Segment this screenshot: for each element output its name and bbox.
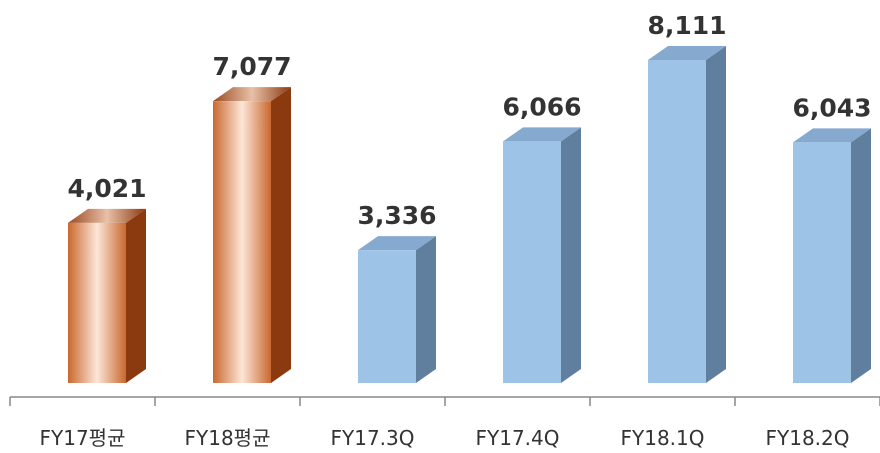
bar-side — [706, 46, 726, 383]
bar-top — [358, 236, 436, 251]
value-label: 8,111 — [647, 11, 726, 40]
bar-top — [213, 87, 291, 102]
value-label: 6,043 — [792, 93, 871, 122]
bar-top — [648, 46, 726, 60]
bar-top — [503, 127, 581, 142]
bar-side — [271, 87, 291, 384]
bar — [213, 101, 271, 384]
bar-side — [416, 236, 436, 383]
value-label: 6,066 — [502, 92, 581, 121]
bar — [503, 141, 561, 383]
bar-side — [126, 208, 146, 383]
value-label: 7,077 — [212, 52, 291, 81]
x-tick-label: FY18평균 — [185, 426, 271, 450]
value-label: 3,336 — [357, 201, 436, 230]
x-tick-label: FY17.3Q — [331, 426, 415, 450]
x-tick-label: FY18.1Q — [621, 426, 705, 450]
x-tick-label: FY17평균 — [40, 426, 126, 450]
x-tick-label: FY17.4Q — [476, 426, 560, 450]
bar — [648, 60, 706, 383]
x-tick-label: FY18.2Q — [766, 426, 850, 450]
value-label: 4,021 — [67, 174, 146, 203]
bar — [793, 142, 851, 383]
bar — [358, 250, 416, 383]
bar-side — [851, 128, 871, 383]
bar-top — [793, 128, 871, 143]
bar-top — [68, 208, 146, 223]
bar-side — [561, 127, 581, 383]
bar — [68, 222, 126, 383]
